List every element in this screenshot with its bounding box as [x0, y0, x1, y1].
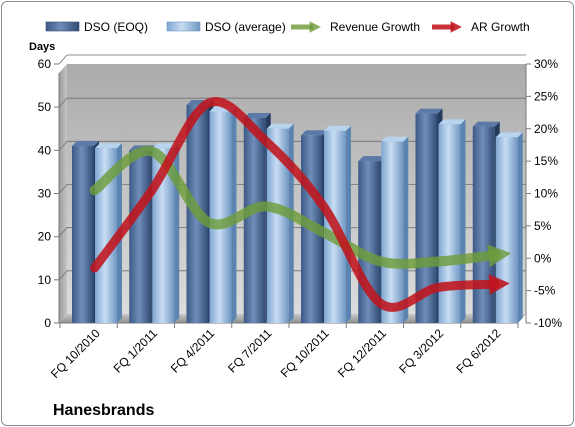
y-tick-label-right: 30%: [534, 57, 558, 71]
bars: [72, 100, 523, 324]
legend-label-ar-growth: AR Growth: [471, 20, 530, 34]
y-tick-label-right: 20%: [534, 122, 558, 136]
bar-face: [72, 146, 94, 323]
bar-top: [438, 119, 466, 125]
y-tick-label-left: 10: [38, 273, 52, 287]
gridline-wall: [58, 54, 68, 65]
line-revenue-growth: [89, 146, 512, 269]
x-ticks: FQ 10/2010 FQ 1/2011 FQ 4/2011 FQ 7/2011 FQ …: [48, 323, 519, 381]
bar-top: [381, 136, 409, 142]
bar-top: [243, 112, 271, 118]
bar-face: [472, 126, 495, 323]
bar-side: [288, 123, 294, 323]
y-tick-label-right: 5%: [534, 219, 552, 233]
gridline-wall: [58, 97, 68, 108]
bar-dso-average: [438, 119, 466, 323]
legend-item-dso-average: DSO (average): [166, 20, 286, 34]
bar-side: [403, 136, 409, 323]
x-tick-label: FQ 10/2010: [48, 326, 103, 381]
x-tick-label: FQ 10/2011: [278, 326, 332, 380]
y-tick-label-right: 10%: [534, 187, 558, 201]
bar-face: [438, 124, 461, 323]
y-tick-label-right: -5%: [534, 284, 556, 298]
y-ticks-left: 0 10 20 30 40 50 60: [38, 57, 59, 330]
bar-face: [495, 137, 518, 323]
x-tick-label: FQ 12/2011: [335, 326, 389, 380]
bar-side: [460, 119, 466, 323]
y-tick-label-right: 0%: [534, 251, 552, 265]
bar-dso-eoq: [472, 121, 500, 323]
bar-top: [72, 141, 99, 147]
y-tick-label-left: 20: [38, 230, 52, 244]
y-tick-label-right: 15%: [534, 154, 558, 168]
legend-label-dso-average: DSO (average): [205, 20, 286, 34]
bar-face: [152, 148, 175, 323]
y-tick-label-right: 25%: [534, 89, 558, 103]
left-wall: [59, 64, 67, 323]
bar-top: [324, 125, 351, 131]
y-axis-title: Days: [29, 41, 55, 53]
legend: DSO (EOQ) DSO (average) Revenue Growth A…: [45, 20, 530, 34]
y-tick-label-left: 60: [38, 57, 52, 71]
x-tick-label: FQ 3/2012: [396, 326, 446, 376]
bar-top: [358, 156, 386, 162]
legend-swatch-dso-average: [166, 21, 201, 32]
legend-item-ar-growth: AR Growth: [432, 20, 530, 34]
company-name: Hanesbrands: [53, 402, 154, 419]
bar-dso-average: [381, 136, 409, 323]
gridline-wall: [58, 184, 68, 194]
x-tick-label: FQ 7/2011: [225, 326, 275, 376]
growth-lines: [89, 97, 512, 312]
bar-dso-eoq: [129, 145, 157, 323]
line-ar-growth: [90, 97, 510, 312]
bar-face: [266, 128, 289, 323]
bar-top: [301, 130, 328, 136]
bar-face: [415, 113, 438, 324]
legend-item-revenue-growth: Revenue Growth: [291, 20, 420, 34]
gridline-wall: [58, 141, 68, 151]
y-tick-label-left: 40: [38, 143, 52, 157]
legend-item-dso-eoq: DSO (EOQ): [45, 20, 148, 34]
y-tick-label-left: 0: [44, 316, 51, 330]
legend-label-dso-eoq: DSO (EOQ): [84, 20, 148, 34]
bar-dso-eoq: [72, 141, 99, 323]
y-tick-label-left: 30: [38, 187, 52, 201]
y-tick-label-left: 50: [38, 100, 52, 114]
bar-top: [266, 123, 294, 129]
bar-face: [129, 150, 152, 323]
x-tick-label: FQ 4/2011: [168, 326, 218, 376]
bar-face: [209, 111, 232, 323]
y-tick-label-right: -10%: [534, 316, 562, 330]
bar-top: [95, 143, 122, 149]
bar-face: [243, 117, 266, 323]
gridline-wall: [58, 270, 68, 281]
bar-dso-average: [495, 132, 523, 323]
bar-side: [517, 132, 523, 323]
bar-side: [346, 125, 351, 324]
y-ticks-right: -10% -5% 0% 5% 10% 15% 20% 25% 30%: [526, 57, 562, 330]
gridline-wall: [58, 227, 68, 237]
legend-swatch-dso-eoq: [45, 21, 80, 32]
x-tick-label: FQ 1/2011: [111, 326, 161, 376]
bar-top: [495, 132, 523, 138]
bar-top: [472, 121, 500, 127]
bar-top: [415, 108, 443, 114]
legend-label-revenue-growth: Revenue Growth: [330, 20, 420, 34]
x-tick-label: FQ 6/2012: [454, 326, 504, 376]
bar-face: [381, 141, 404, 323]
